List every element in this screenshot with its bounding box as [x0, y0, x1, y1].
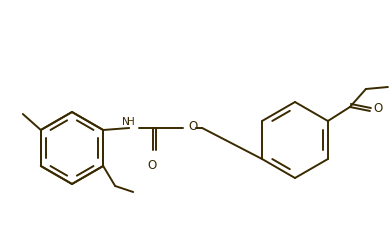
Text: O: O: [147, 159, 157, 172]
Text: H: H: [127, 117, 135, 127]
Text: O: O: [373, 101, 382, 115]
Text: N: N: [122, 117, 130, 127]
Text: O: O: [188, 121, 197, 133]
